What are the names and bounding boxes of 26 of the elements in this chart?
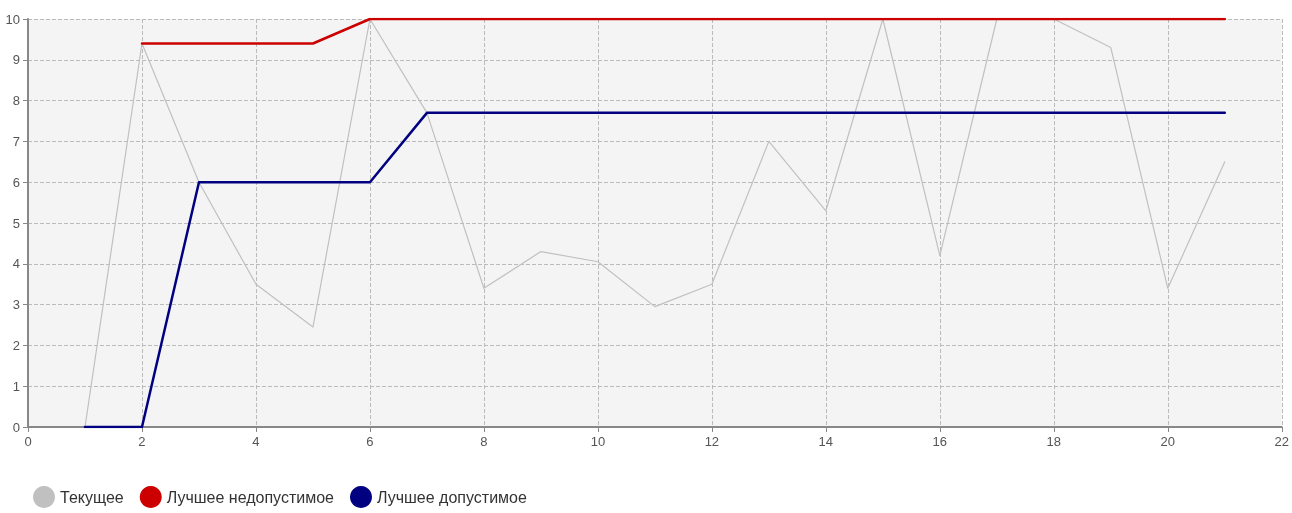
y-tick-label: 0: [12, 419, 20, 435]
x-tick-label: 2: [138, 434, 146, 449]
x-tick-label: 14: [818, 434, 834, 449]
x-tick-label: 16: [932, 434, 948, 449]
x-tick-label: 22: [1274, 434, 1289, 449]
x-tick-label: 6: [366, 434, 374, 449]
y-tick-label: 5: [12, 215, 20, 231]
y-tick-label: 4: [12, 256, 20, 272]
legend-label: Лучшее допустимое: [376, 488, 527, 506]
x-tick-label: 12: [704, 434, 720, 449]
y-tick-label: 7: [12, 133, 20, 149]
y-tick-label: 6: [12, 174, 20, 190]
x-tick-label: 4: [252, 434, 260, 449]
x-tick-label: 20: [1160, 434, 1176, 449]
x-tick-label: 18: [1046, 434, 1062, 449]
x-tick-label: 8: [480, 434, 488, 449]
y-tick-label: 10: [5, 11, 20, 27]
y-tick-label: 8: [12, 93, 20, 109]
x-tick-label: 10: [590, 434, 606, 449]
legend-label: Текущее: [60, 488, 124, 506]
y-tick-label: 2: [12, 337, 20, 353]
legend-label: Лучшее недопустимое: [166, 488, 335, 506]
x-tick-label: 0: [24, 434, 32, 449]
y-tick-label: 1: [12, 378, 20, 394]
y-tick-label: 3: [12, 297, 20, 313]
y-tick-label: 9: [12, 52, 20, 68]
